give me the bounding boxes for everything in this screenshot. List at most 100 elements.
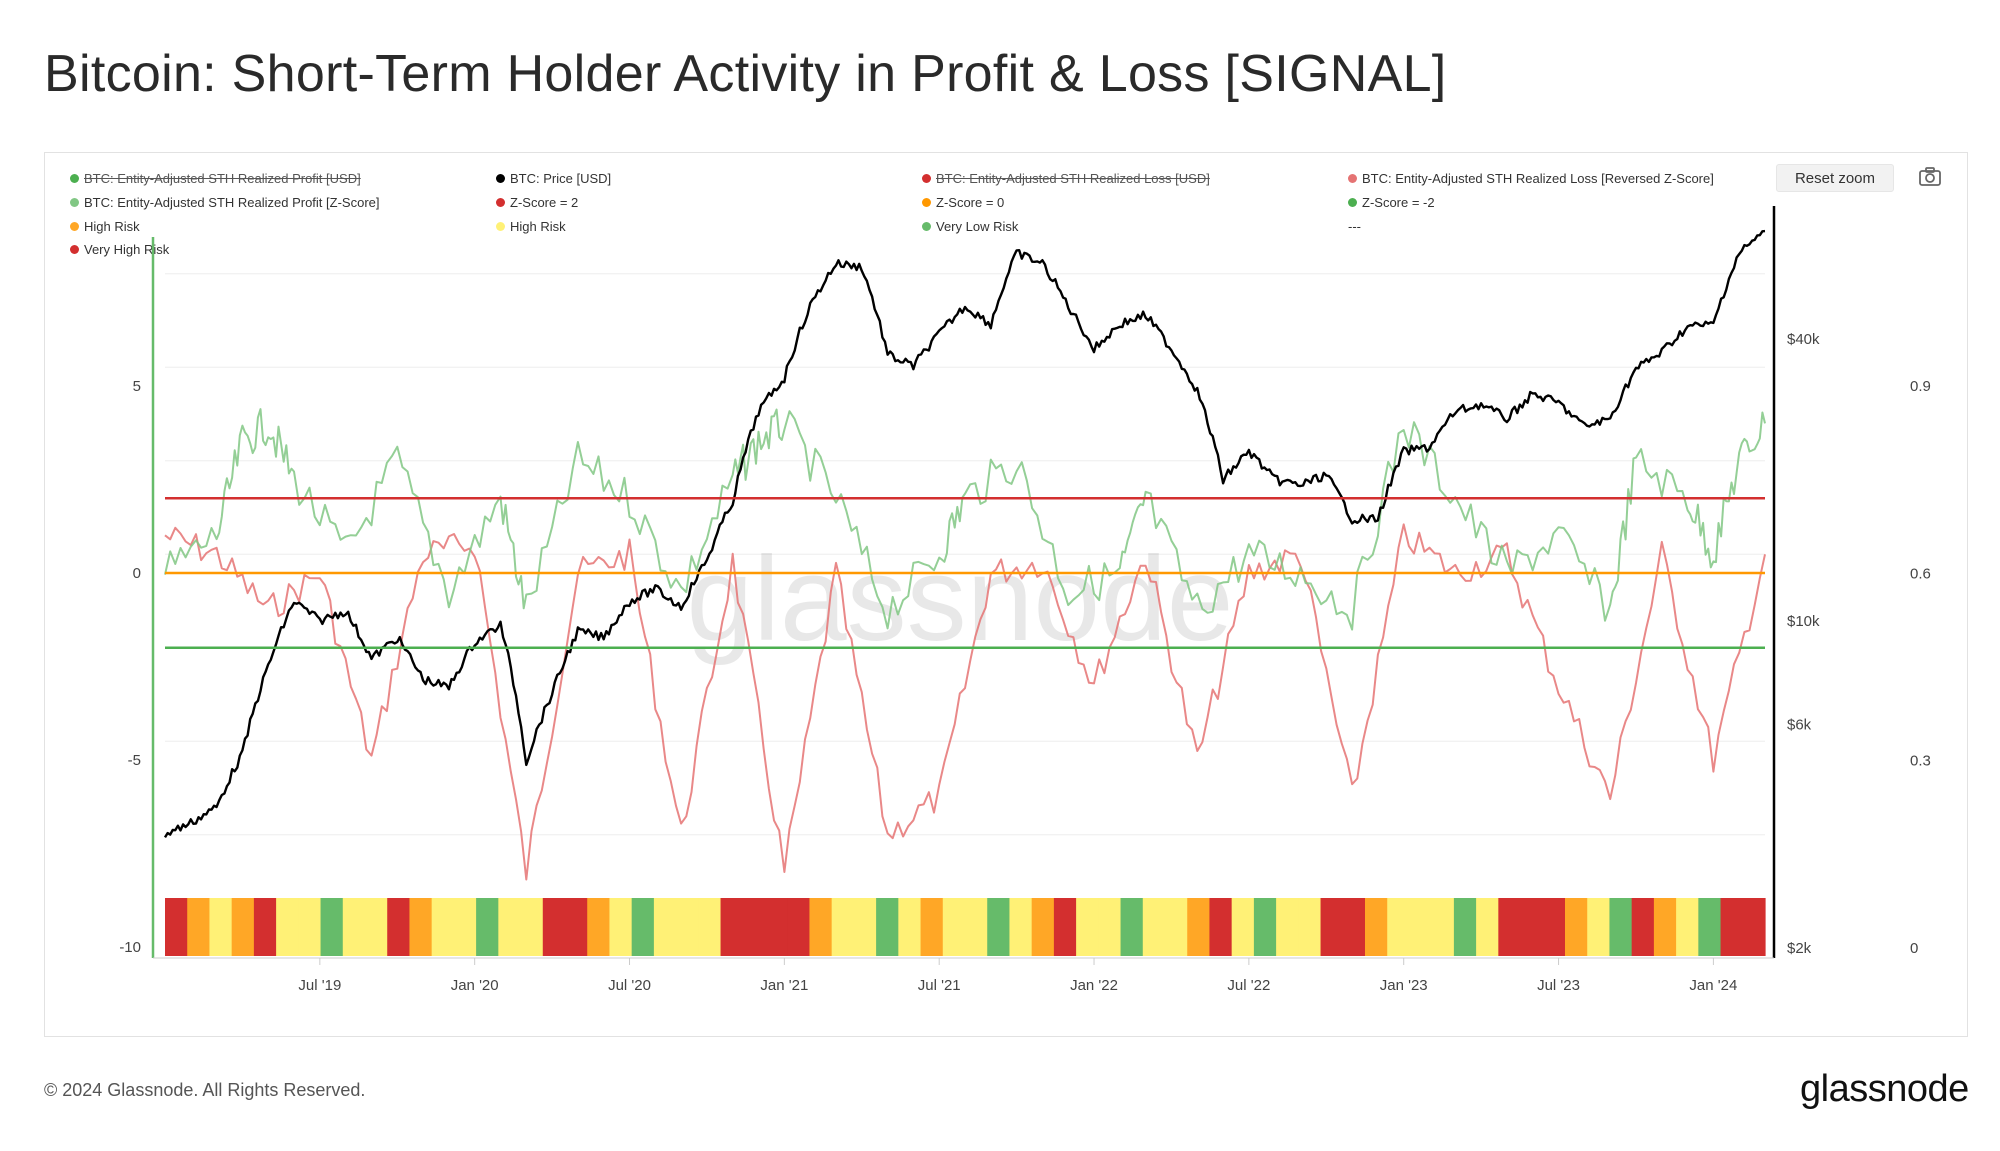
legend-item[interactable]: Z-Score = 2 (496, 195, 578, 210)
risk-band-segment (209, 898, 233, 956)
x-tick-label: Jul '19 (298, 977, 341, 994)
risk-band-segment (1587, 898, 1611, 956)
y-price-tick-label: $2k (1787, 940, 1812, 957)
legend-dot (70, 174, 79, 184)
legend-dot (496, 198, 505, 208)
risk-band-segment (1320, 898, 1344, 956)
risk-band-segment (1387, 898, 1411, 956)
y-left-tick-label: -10 (119, 939, 141, 956)
risk-band-segment (831, 898, 855, 956)
x-tick-label: Jan '22 (1070, 977, 1118, 994)
legend-item[interactable]: High Risk (496, 219, 566, 234)
y-right-tick-label: 0.6 (1910, 565, 1931, 582)
risk-band-segment (1053, 898, 1077, 956)
series-line (163, 229, 1766, 839)
legend-label: BTC: Entity-Adjusted STH Realized Loss [… (936, 171, 1210, 186)
legend-item[interactable]: --- (1348, 219, 1361, 234)
x-tick-label: Jan '21 (760, 977, 808, 994)
legend-item[interactable]: BTC: Entity-Adjusted STH Realized Profit… (70, 171, 361, 186)
series-line (164, 408, 1766, 631)
legend-label: Z-Score = 0 (936, 195, 1005, 210)
risk-band-segment (809, 898, 833, 956)
legend-dot (1348, 198, 1357, 208)
legend-dot (70, 222, 79, 232)
risk-band-segment (653, 898, 677, 956)
risk-band-segment (1187, 898, 1211, 956)
y-left-tick-label: 5 (133, 378, 141, 395)
series-line (164, 523, 1766, 881)
risk-band-segment (1365, 898, 1388, 956)
risk-band-segment (1498, 898, 1522, 956)
legend-item[interactable]: BTC: Entity-Adjusted STH Realized Loss [… (922, 171, 1210, 186)
y-right-tick-label: 0.3 (1910, 753, 1931, 770)
risk-band-segment (565, 898, 588, 956)
risk-band-segment (1453, 898, 1477, 956)
legend-label: High Risk (510, 219, 566, 234)
risk-band-segment (1209, 898, 1233, 956)
risk-band-segment (1298, 898, 1322, 956)
risk-band-segment (231, 898, 255, 956)
legend-dot (70, 198, 79, 208)
y-left-tick-label: 0 (133, 565, 141, 582)
risk-band-segment (1165, 898, 1188, 956)
legend-item[interactable]: BTC: Entity-Adjusted STH Realized Loss [… (1348, 171, 1714, 186)
legend-item[interactable]: BTC: Entity-Adjusted STH Realized Profit… (70, 195, 379, 210)
risk-band-segment (1409, 898, 1433, 956)
risk-band-segment (1098, 898, 1122, 956)
legend-dot (496, 174, 505, 184)
legend-item[interactable]: BTC: Price [USD] (496, 171, 611, 186)
axes: 5 0 -5 -10 $40k $10k $6k $2k 0.9 0.6 0.3 0 Jul '19 Ja… (119, 206, 1931, 994)
risk-band-segment (409, 898, 433, 956)
risk-band-segment (453, 898, 477, 956)
x-tick-label: Jul '22 (1227, 977, 1270, 994)
legend-item[interactable]: Very High Risk (70, 242, 169, 257)
risk-band-segment (1253, 898, 1277, 956)
risk-band-segment (1609, 898, 1633, 956)
reset-zoom-button[interactable]: Reset zoom (1776, 164, 1894, 192)
risk-band-segment (853, 898, 877, 956)
legend-label: Very Low Risk (936, 219, 1019, 234)
x-tick-label: Jul '20 (608, 977, 651, 994)
x-tick-label: Jul '21 (918, 977, 961, 994)
risk-band-segment (498, 898, 522, 956)
risk-band-segment (1009, 898, 1033, 956)
risk-band-segment (276, 898, 299, 956)
legend-item[interactable]: High Risk (70, 219, 140, 234)
risk-band-segment (965, 898, 988, 956)
risk-band-segment (1698, 898, 1722, 956)
risk-band-segment (1431, 898, 1455, 956)
risk-band-segment (987, 898, 1011, 956)
watermark-text: glassnode (686, 532, 1233, 666)
risk-band-segment (898, 898, 922, 956)
legend-dot (922, 198, 931, 208)
legend-item[interactable]: Z-Score = -2 (1348, 195, 1435, 210)
legend-label: BTC: Entity-Adjusted STH Realized Profit… (84, 171, 361, 186)
y-right-tick-label: 0.9 (1910, 378, 1931, 395)
y-left-tick-label: -5 (128, 752, 141, 769)
series-layer (163, 229, 1766, 881)
risk-band-segment (253, 898, 277, 956)
x-tick-label: Jan '23 (1380, 977, 1428, 994)
legend-label: BTC: Entity-Adjusted STH Realized Loss [… (1362, 171, 1714, 186)
x-tick-label: Jan '20 (451, 977, 499, 994)
risk-band-segment (1542, 898, 1566, 956)
risk-band-segment (298, 898, 322, 956)
legend-item[interactable]: Very Low Risk (922, 219, 1018, 234)
risk-band-segment (1653, 898, 1677, 956)
legend-label: BTC: Price [USD] (510, 171, 612, 186)
risk-band-segment (365, 898, 388, 956)
risk-band-segment (1342, 898, 1366, 956)
legend-item[interactable]: Z-Score = 0 (922, 195, 1004, 210)
risk-band-segment (765, 898, 788, 956)
risk-band-segment (1276, 898, 1299, 956)
legend-label: Very High Risk (84, 242, 170, 257)
risk-band-segment (1565, 898, 1588, 956)
y-right-tick-label: 0 (1910, 940, 1918, 957)
risk-band-segment (1720, 898, 1744, 956)
legend-dot (496, 222, 505, 232)
risk-band-segment (787, 898, 811, 956)
risk-band-segment (1742, 898, 1766, 956)
risk-band-segment (1520, 898, 1544, 956)
x-tick-label: Jan '24 (1689, 977, 1737, 994)
camera-icon[interactable] (1918, 166, 1942, 188)
